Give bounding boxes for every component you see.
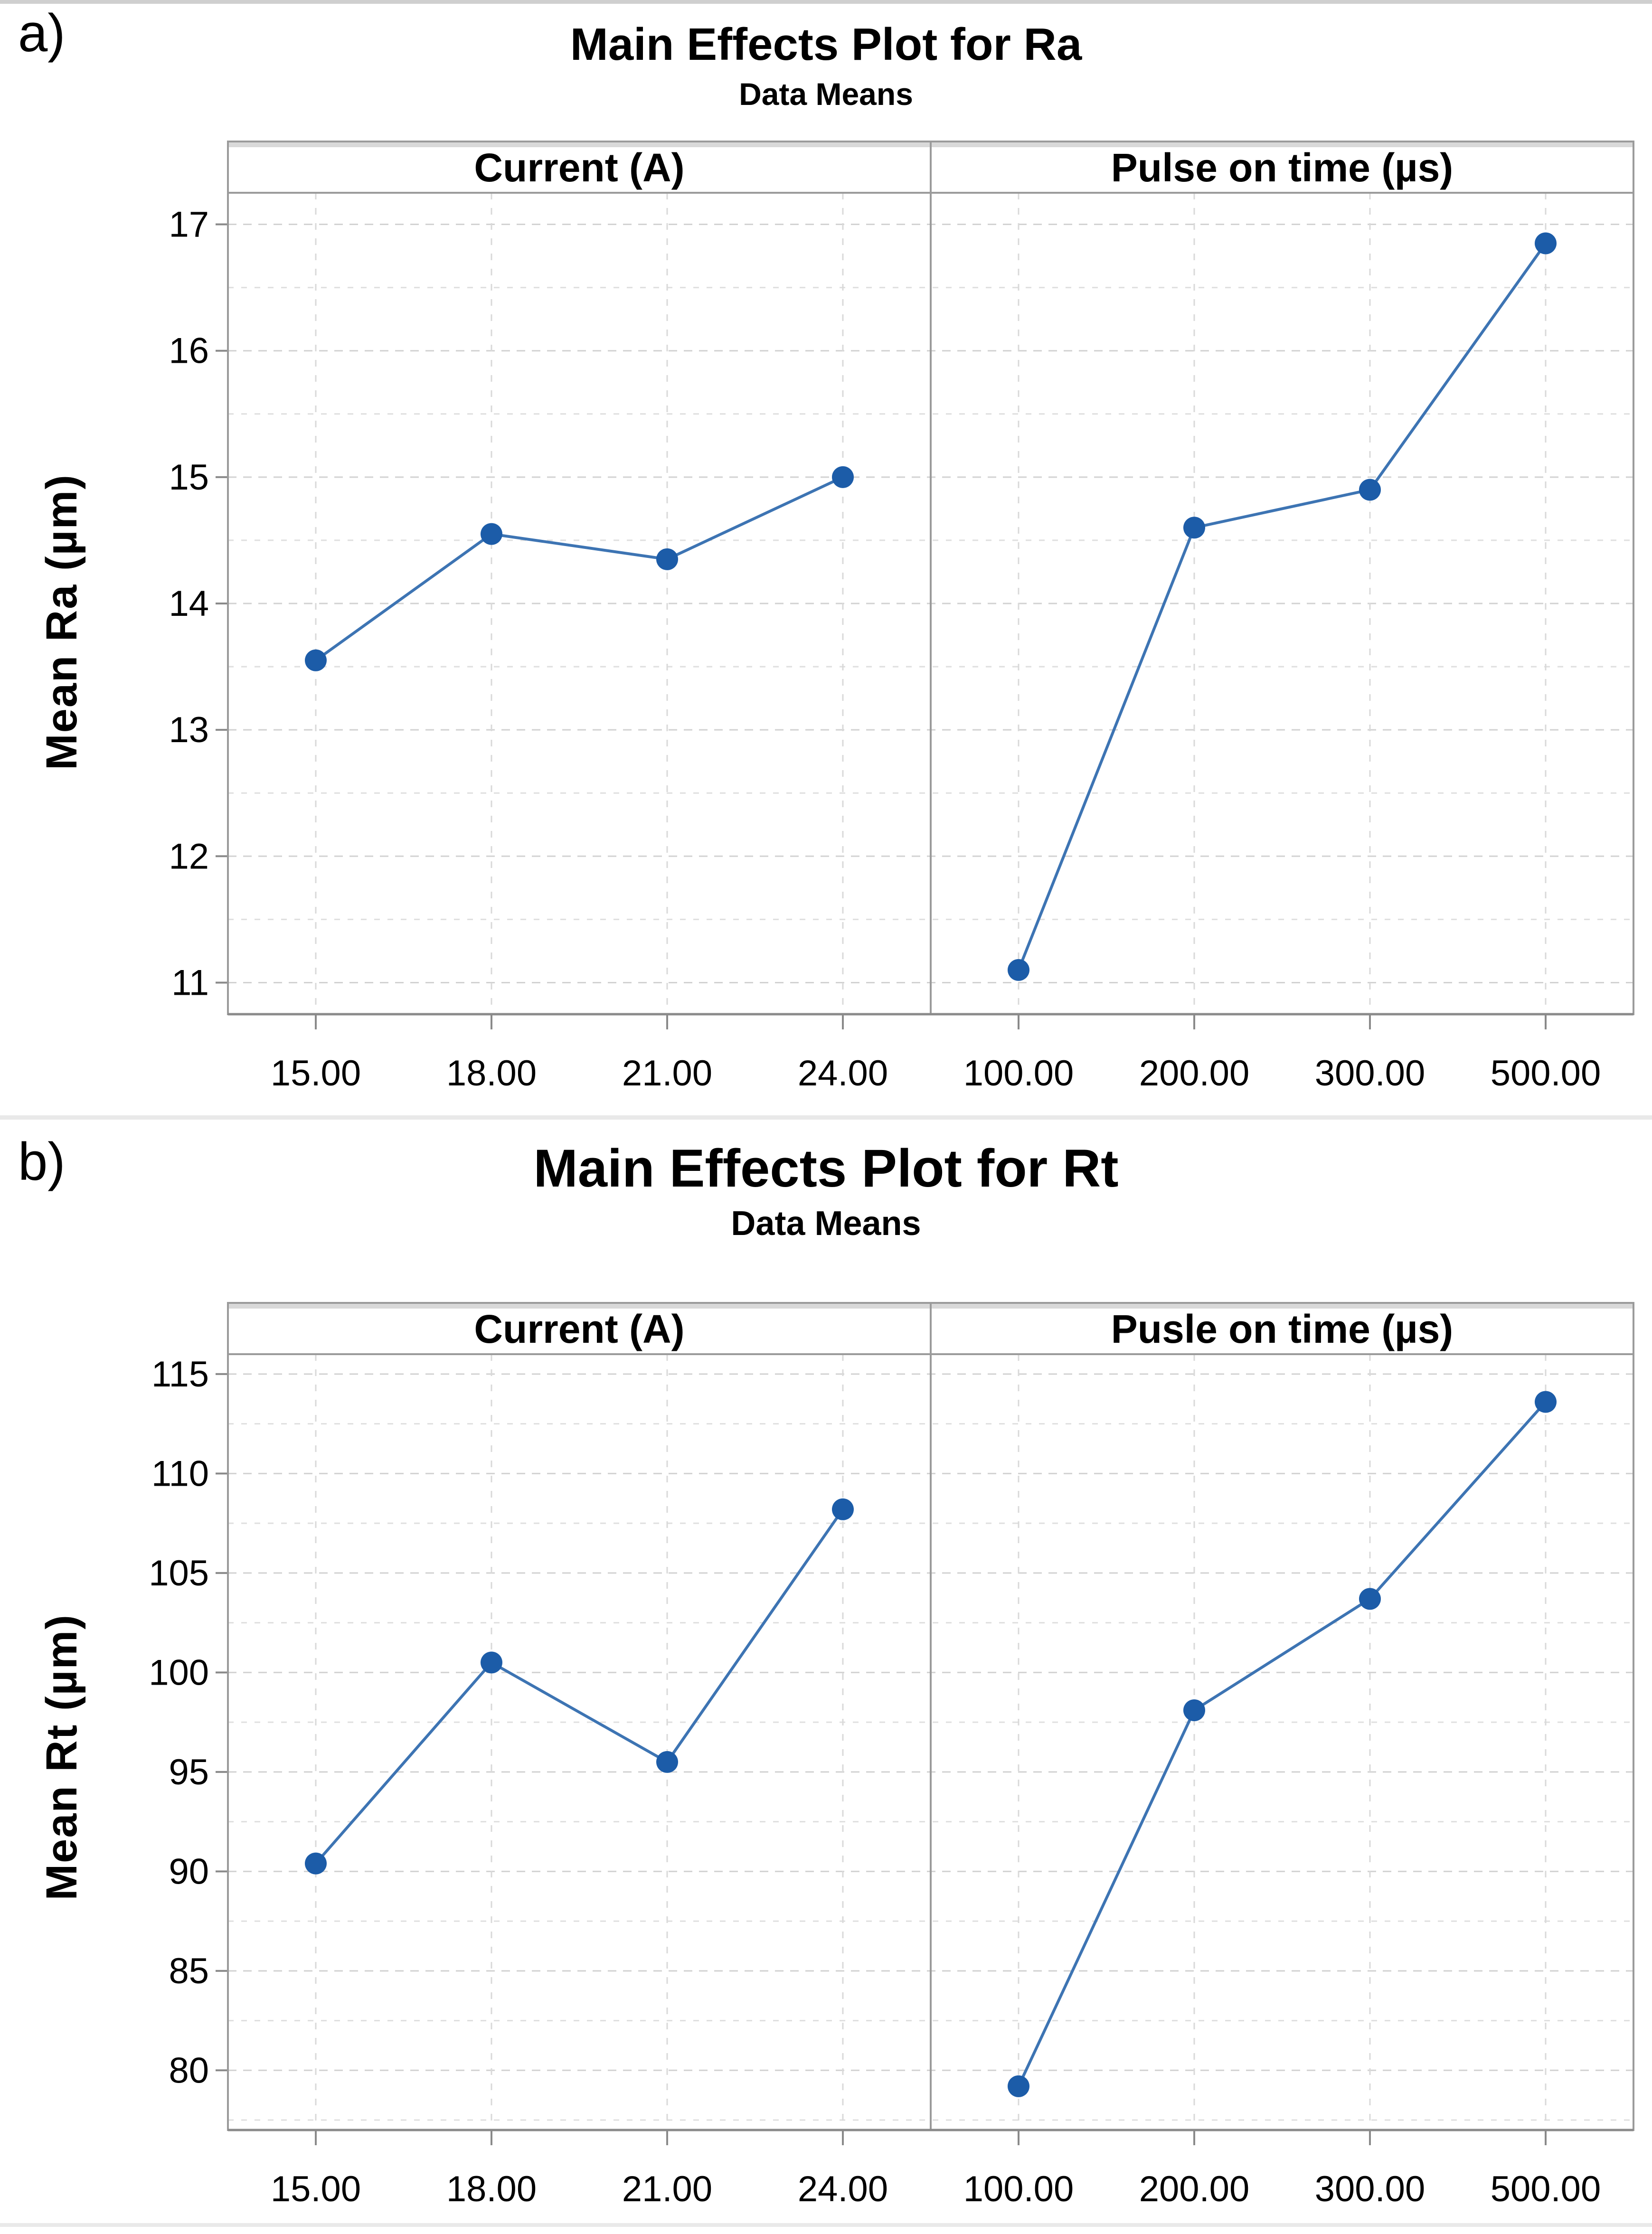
x-tick-label: 21.00 (622, 1053, 712, 1093)
y-tick-label: 11 (171, 962, 209, 1003)
chart-b-y-axis-title: Mean Rt (µm) (14, 1614, 109, 1900)
y-tick-label: 13 (169, 710, 209, 750)
figure-b: b) Main Effects Plot for Rt Data Means M… (0, 1123, 1652, 2215)
series-line (314, 1508, 844, 1865)
chart-a-y-axis-title-text: Mean Ra (µm) (37, 473, 86, 770)
section-divider (0, 1115, 1652, 1120)
series-line (1017, 242, 1547, 971)
top-divider (0, 0, 1652, 4)
data-point (1008, 959, 1029, 981)
y-tick-label: 17 (169, 204, 209, 245)
data-point (481, 523, 502, 545)
x-tick-label: 24.00 (798, 2169, 888, 2209)
y-tick-label: 16 (169, 330, 209, 371)
y-tick-label: 15 (169, 457, 209, 498)
x-tick-label: 18.00 (446, 1053, 537, 1093)
x-tick-label: 300.00 (1315, 2169, 1425, 2209)
series-line (314, 475, 844, 662)
figure-b-label: b) (18, 1132, 66, 1191)
data-point (656, 1751, 678, 1773)
x-tick-label: 100.00 (963, 2169, 1074, 2209)
bottom-divider (0, 2223, 1652, 2227)
x-tick-label: 500.00 (1491, 2169, 1601, 2209)
y-tick-label: 95 (169, 1752, 209, 1792)
figure-a: a) Main Effects Plot for Ra Data Means M… (0, 0, 1652, 1106)
x-tick-label: 200.00 (1139, 1053, 1249, 1093)
x-tick-label: 100.00 (963, 1053, 1074, 1093)
y-tick-label: 90 (169, 1851, 209, 1892)
x-tick-label: 500.00 (1491, 1053, 1601, 1093)
x-tick-label: 300.00 (1315, 1053, 1425, 1093)
y-tick-label: 115 (151, 1354, 209, 1395)
data-point (1183, 516, 1205, 538)
x-tick-label: 21.00 (622, 2169, 712, 2209)
x-tick-label: 200.00 (1139, 2169, 1249, 2209)
y-tick-label: 105 (149, 1553, 209, 1593)
data-point (656, 548, 678, 570)
chart-a-title: Main Effects Plot for Ra (570, 19, 1082, 70)
y-tick-label: 12 (169, 836, 209, 877)
chart-b-plot: 15.00 18.00 21.00 24.00 Current (A) 100.00 200… (149, 1301, 1634, 2209)
chart-b-title: Main Effects Plot for Rt (533, 1139, 1119, 1198)
y-tick-label: 80 (169, 2050, 209, 2091)
data-point (1535, 232, 1557, 255)
y-tick-label: 85 (169, 1951, 209, 1991)
x-tick-label: 15.00 (271, 2169, 361, 2209)
chart-b-subtitle: Data Means (731, 1204, 921, 1243)
y-tick-label: 110 (151, 1453, 209, 1494)
x-tick-label: 18.00 (446, 2169, 537, 2209)
chart-b-plot-row: Mean Rt (µm) 15.00 18.00 21.00 24.00 Current… (0, 1299, 1652, 2215)
data-point (1008, 2075, 1029, 2097)
data-point (305, 649, 327, 671)
panel-header: Pusle on time (µs) (1111, 1307, 1454, 1351)
chart-a-plot: 15.00 18.00 21.00 24.00 Current (A) 100.00 200… (169, 140, 1634, 1093)
data-point (1535, 1391, 1557, 1413)
chart-a-subtitle: Data Means (739, 76, 913, 112)
data-point (1359, 479, 1381, 501)
data-point (832, 1498, 854, 1520)
chart-b-y-axis-title-text: Mean Rt (µm) (37, 1614, 86, 1901)
data-point (1183, 1699, 1205, 1721)
x-tick-label: 15.00 (271, 1053, 361, 1093)
y-tick-label: 14 (169, 584, 209, 624)
data-point (1359, 1588, 1381, 1610)
chart-a-y-axis-title: Mean Ra (µm) (14, 474, 109, 770)
panel-header: Pulse on time (µs) (1111, 145, 1454, 190)
series-line (1017, 1400, 1547, 2088)
data-point (481, 1651, 502, 1674)
panel-header: Current (A) (474, 145, 684, 190)
y-tick-label: 100 (149, 1652, 209, 1693)
x-tick-label: 24.00 (798, 1053, 888, 1093)
panel-header: Current (A) (474, 1307, 684, 1351)
data-point (305, 1852, 327, 1875)
chart-a-plot-row: Mean Ra (µm) 15.00 18.00 21.00 24.00 Current… (0, 138, 1652, 1106)
data-point (832, 466, 854, 488)
figure-a-label: a) (18, 3, 66, 63)
